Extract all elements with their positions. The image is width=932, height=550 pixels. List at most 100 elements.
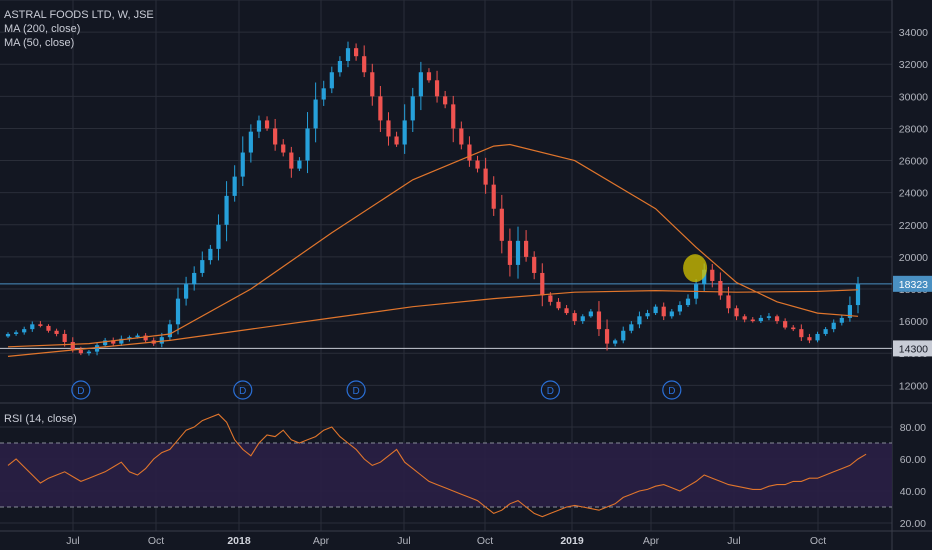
candle bbox=[750, 319, 755, 322]
ma50-line bbox=[7, 143, 859, 348]
candle bbox=[54, 330, 59, 334]
dividend-marker: D bbox=[662, 380, 682, 400]
candle bbox=[321, 88, 326, 100]
candle bbox=[726, 295, 731, 309]
candle bbox=[70, 341, 75, 351]
candle bbox=[807, 337, 812, 341]
candle bbox=[653, 306, 658, 314]
dividend-label: D bbox=[239, 386, 246, 397]
candle bbox=[588, 311, 593, 317]
time-tick-label: 2018 bbox=[227, 535, 251, 547]
candle bbox=[418, 72, 423, 97]
candle bbox=[167, 324, 173, 338]
candle bbox=[256, 120, 262, 132]
candle bbox=[273, 128, 278, 145]
candle bbox=[22, 329, 27, 333]
price-tick-label: 22000 bbox=[899, 220, 928, 232]
candle bbox=[329, 72, 334, 89]
candle bbox=[855, 284, 861, 306]
candle bbox=[86, 351, 92, 354]
price-tick-label: 20000 bbox=[899, 252, 928, 264]
candle bbox=[394, 136, 399, 145]
candle bbox=[637, 316, 642, 325]
candle bbox=[507, 240, 513, 265]
candle bbox=[532, 256, 537, 273]
rsi-tick-label: 80.00 bbox=[900, 422, 926, 434]
rsi-tick-label: 20.00 bbox=[900, 518, 926, 530]
candle bbox=[677, 305, 683, 312]
dividend-circle bbox=[662, 380, 682, 400]
candle bbox=[734, 308, 739, 317]
support-badge-bg bbox=[893, 340, 932, 357]
candle bbox=[596, 311, 602, 330]
candle bbox=[248, 131, 253, 153]
candle bbox=[742, 316, 747, 320]
candle bbox=[459, 128, 464, 145]
candle bbox=[38, 324, 43, 326]
rsi-tick-label: 60.00 bbox=[900, 454, 926, 466]
dividend-circle bbox=[71, 380, 91, 400]
candle bbox=[791, 327, 796, 330]
candle bbox=[443, 96, 448, 105]
candle bbox=[30, 324, 35, 330]
legend-ma50: MA (50, close) bbox=[4, 37, 75, 49]
dividend-circle bbox=[540, 380, 560, 400]
dividend-circle bbox=[346, 380, 366, 400]
rsi-tick-label: 40.00 bbox=[900, 486, 926, 498]
time-tick-label: Jul bbox=[727, 535, 740, 547]
candle bbox=[710, 269, 715, 281]
candle bbox=[386, 120, 391, 137]
candle bbox=[143, 335, 148, 341]
candle bbox=[281, 144, 286, 153]
legend-rsi: RSI (14, close) bbox=[4, 413, 77, 425]
candle bbox=[208, 248, 213, 261]
candle bbox=[111, 340, 116, 344]
candle bbox=[783, 321, 788, 328]
dividend-circle bbox=[233, 380, 253, 400]
candle bbox=[613, 340, 618, 344]
candle bbox=[629, 324, 634, 331]
time-tick-label: Jul bbox=[397, 535, 410, 547]
candle bbox=[847, 305, 853, 318]
candle bbox=[119, 338, 124, 344]
candle bbox=[78, 350, 83, 354]
candle bbox=[192, 272, 197, 285]
candle bbox=[718, 280, 723, 296]
dividend-marker: D bbox=[71, 380, 91, 400]
time-tick-label: Oct bbox=[477, 535, 493, 547]
price-tick-label: 16000 bbox=[899, 316, 928, 328]
candle bbox=[491, 184, 496, 209]
last-price-badge: 18323 bbox=[893, 275, 932, 292]
time-tick-label: Apr bbox=[643, 535, 660, 547]
candle bbox=[159, 337, 164, 344]
candle bbox=[410, 96, 415, 121]
candle bbox=[127, 337, 132, 339]
dividend-marker: D bbox=[346, 380, 366, 400]
candle bbox=[451, 104, 456, 129]
candle bbox=[183, 284, 189, 299]
candle bbox=[46, 325, 51, 331]
candle bbox=[564, 308, 569, 314]
candle bbox=[831, 322, 836, 330]
candle bbox=[135, 335, 140, 338]
candle bbox=[572, 313, 577, 322]
candle bbox=[483, 168, 488, 185]
candle bbox=[515, 240, 521, 265]
candle bbox=[264, 120, 270, 129]
price-tick-label: 24000 bbox=[899, 188, 928, 200]
candle bbox=[200, 260, 205, 273]
dividend-label: D bbox=[668, 386, 675, 397]
candle bbox=[815, 333, 820, 341]
time-tick-label: Apr bbox=[313, 535, 330, 547]
time-tick-label: Oct bbox=[148, 535, 164, 547]
candle bbox=[289, 152, 294, 169]
candle bbox=[378, 96, 383, 121]
candle bbox=[661, 306, 666, 317]
candle bbox=[175, 298, 181, 325]
candle bbox=[823, 329, 828, 334]
dividend-label: D bbox=[352, 386, 359, 397]
candle bbox=[240, 152, 245, 177]
price-tick-label: 34000 bbox=[899, 27, 928, 39]
price-tick-label: 32000 bbox=[899, 59, 928, 71]
